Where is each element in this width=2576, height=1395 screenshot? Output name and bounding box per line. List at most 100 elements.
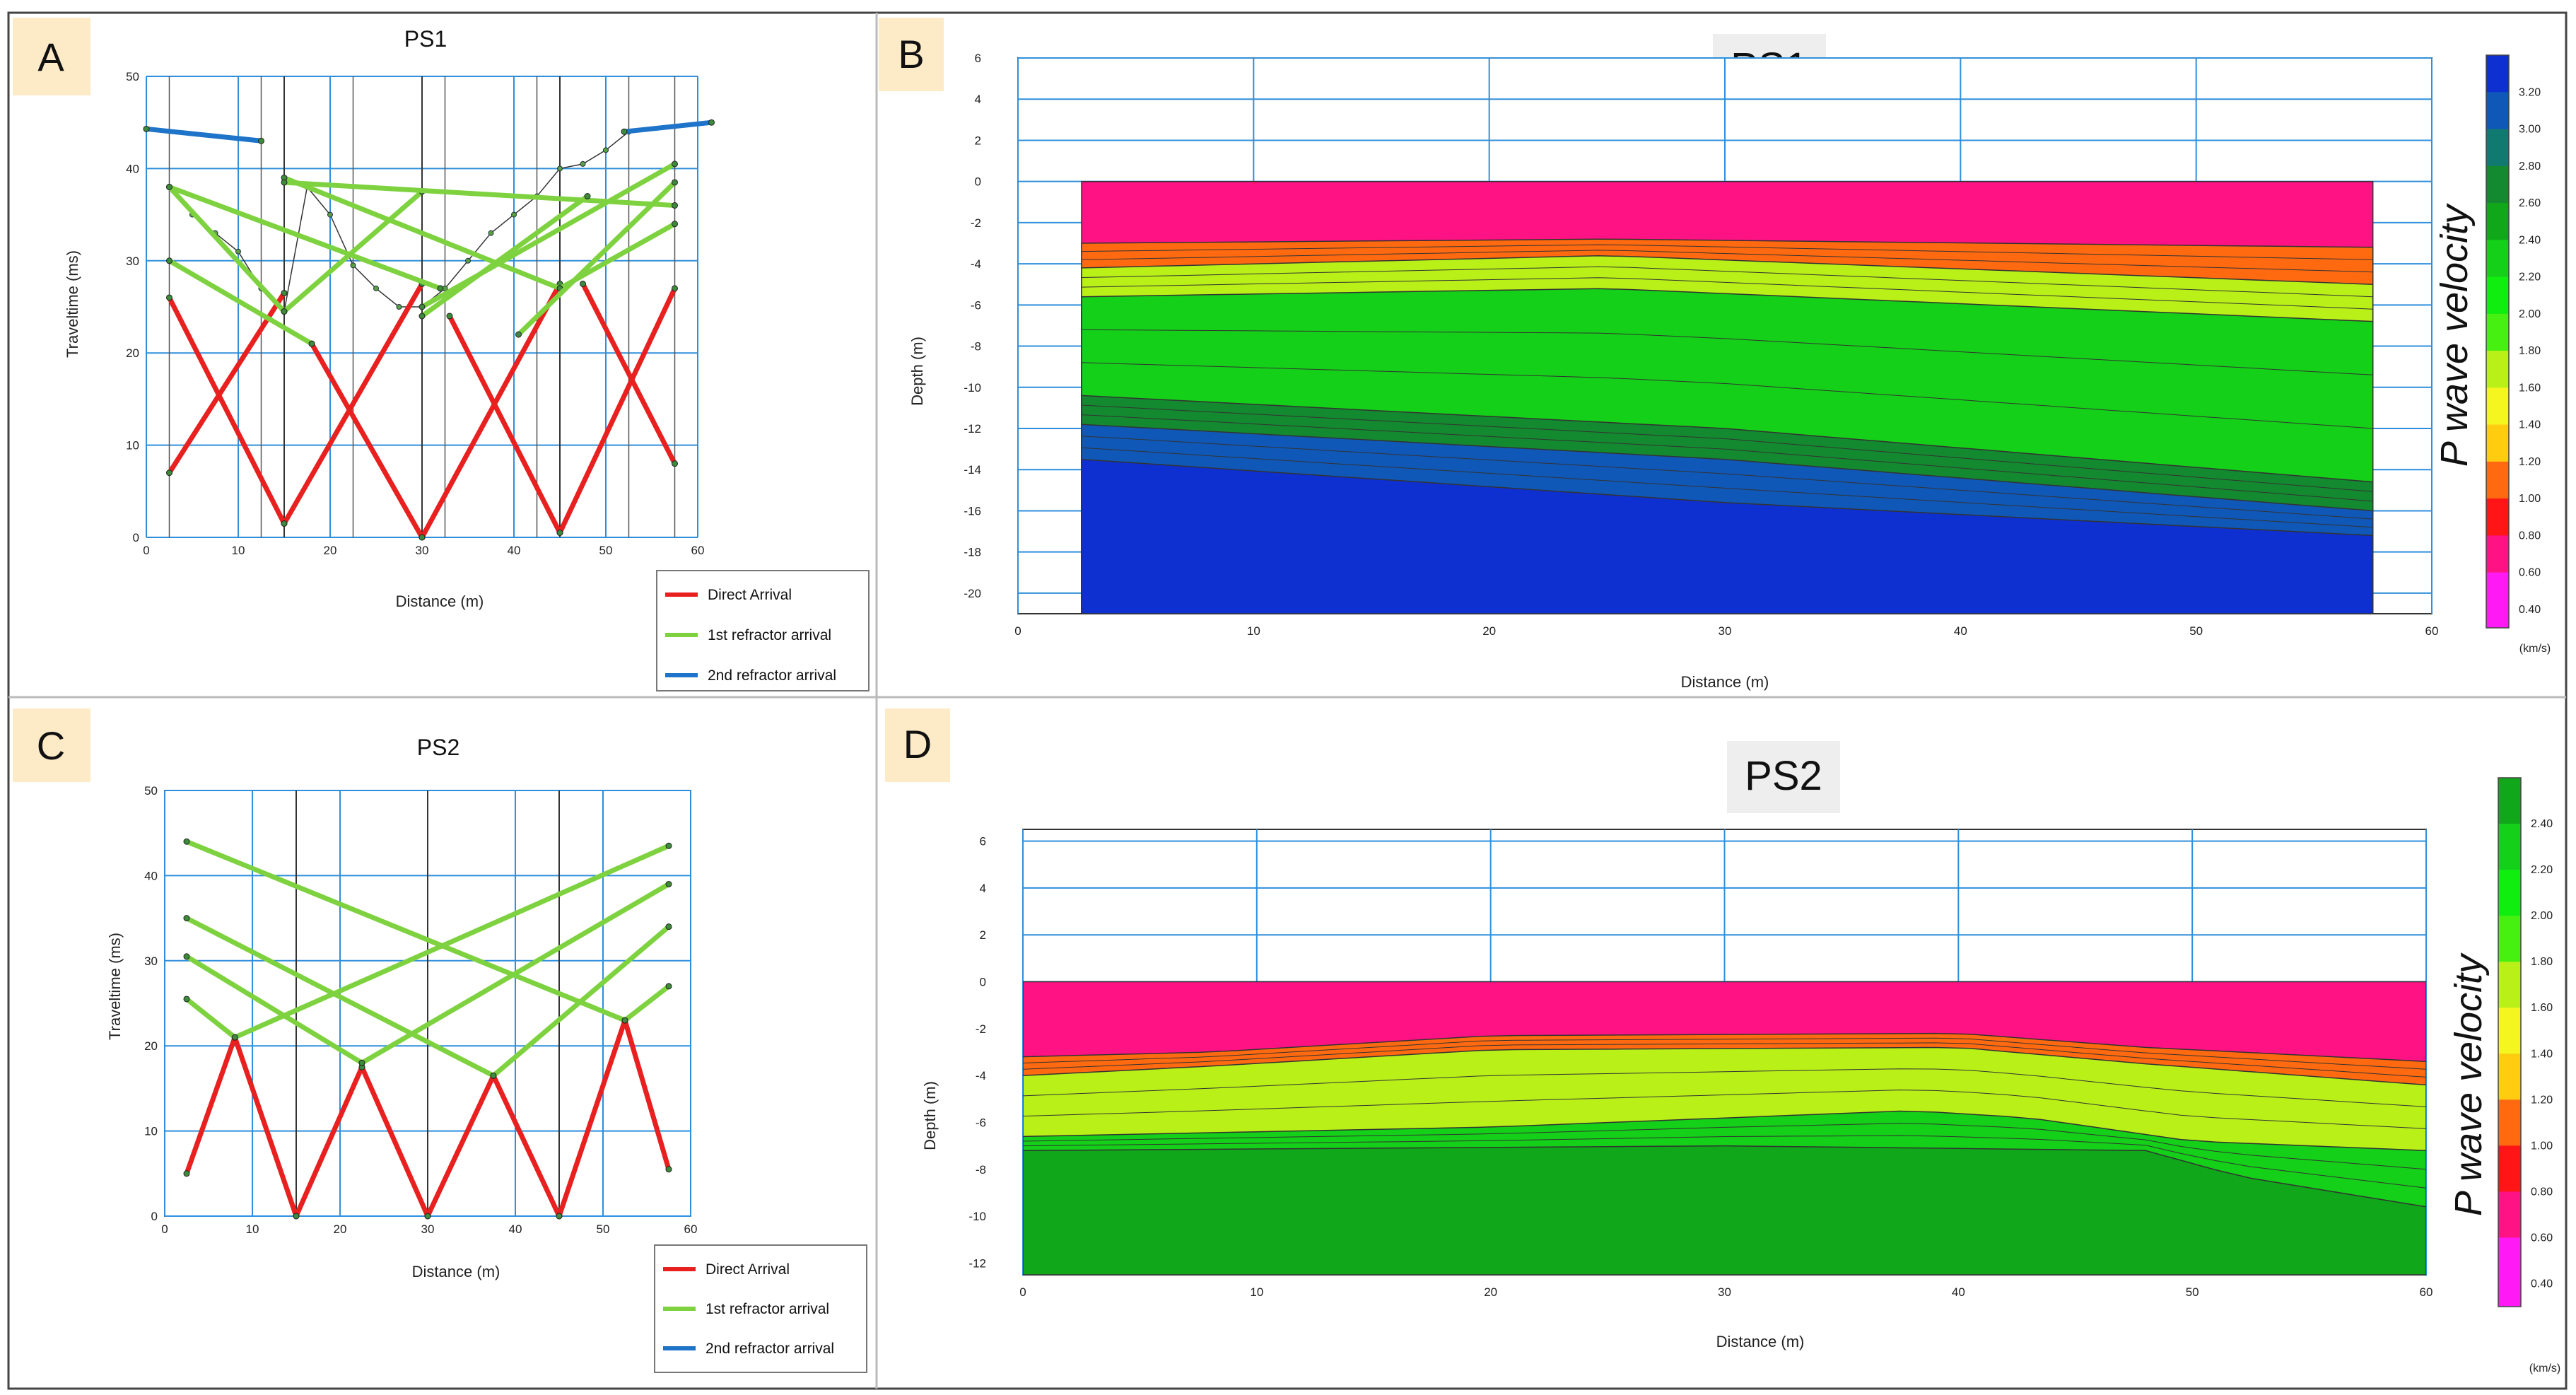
panel-a-direct-arrival-segment: [309, 341, 425, 540]
panel-b-x-tick-label: 60: [2425, 624, 2439, 638]
panel-a-arrival-point: [281, 289, 288, 296]
panel-c-1st-refractor-arrival-segment: [232, 843, 672, 1040]
panel-a-arrival-point: [281, 179, 288, 186]
panel-d-colorbar-segment: [2498, 1237, 2521, 1285]
panel-d-letter: D: [903, 722, 932, 766]
panel-d-colorbar-tick-label: 0.80: [2531, 1186, 2553, 1198]
panel-a-letter: A: [37, 35, 64, 79]
panel-a-arrival-point: [584, 193, 591, 200]
panel-c-x-tick-label: 60: [684, 1222, 698, 1236]
panel-a-arrival-point: [281, 308, 288, 315]
panel-a-arrival-point: [308, 340, 315, 347]
panel-d-colorbar-tick-label: 2.00: [2531, 910, 2553, 922]
panel-a-y-tick-label: 30: [126, 255, 139, 268]
panel-b-colorbar-title: P wave velocity: [2433, 203, 2476, 467]
panel-c-letter: C: [37, 723, 65, 768]
panel-c-x-axis-label: Distance (m): [412, 1263, 500, 1280]
panel-b-colorbar-tick-label: 1.40: [2519, 419, 2541, 431]
panel-b-colorbar-segment: [2486, 92, 2509, 130]
panel-a-x-tick-label: 0: [143, 544, 149, 557]
panel-b-colorbar-tick-label: 1.00: [2519, 493, 2541, 505]
panel-b-y-tick-label: -2: [971, 216, 981, 230]
panel-a-y-tick-label: 20: [126, 346, 139, 360]
panel-b-colorbar-segment: [2486, 387, 2509, 426]
panel-d-colorbar-segment: [2498, 870, 2521, 917]
panel-a-direct-arrival-segment: [419, 281, 563, 540]
panel-c-arrival-point: [665, 880, 672, 887]
panel-c-arrival-point: [183, 915, 190, 922]
panel-a-arrival-point: [166, 257, 172, 264]
panel-b-colorbar-segment: [2486, 535, 2509, 573]
panel-b-y-tick-label: -12: [964, 422, 981, 436]
panel-b-contour-line: [1081, 436, 2373, 520]
panel-b-colorbar-segment: [2486, 498, 2509, 537]
panel-c-legend-label: Direct Arrival: [706, 1261, 790, 1278]
panel-c-y-tick-label: 30: [144, 955, 158, 968]
panel-b-velocity-model: [1081, 180, 2374, 614]
panel-b-colorbar-tick-label: 1.20: [2519, 456, 2541, 468]
panel-d: D PS2 Depth (m) Distance (m) P wave velo…: [885, 708, 2560, 1374]
panel-b-y-tick-label: -10: [964, 381, 981, 395]
panel-a-arrival-point: [281, 520, 288, 527]
panel-a-legend-label: 1st refractor arrival: [708, 627, 831, 643]
panel-b-x-tick-label: 20: [1482, 624, 1496, 638]
panel-d-colorbar-segment: [2498, 1145, 2521, 1193]
panel-d-colorbar-tick-label: 1.00: [2531, 1140, 2553, 1152]
panel-c-x-tick-label: 20: [334, 1222, 347, 1236]
panel-b-x-axis-label: Distance (m): [1681, 673, 1769, 691]
panel-a-1st-refractor-arrival-segment: [167, 258, 315, 346]
panel-a-arrival-point: [418, 303, 426, 310]
panel-d-colorbar-segment: [2498, 1283, 2521, 1307]
panel-c-1st-refractor-arrival-segment: [184, 996, 238, 1040]
panel-a-pick-point: [327, 211, 333, 218]
panel-a-arrival-point: [166, 294, 172, 301]
panel-a-arrival-point: [166, 183, 172, 190]
panel-a-legend-label: Direct Arrival: [708, 587, 792, 603]
panel-a-direct-arrival-segment: [167, 290, 287, 476]
panel-a-x-axis-label: Distance (m): [396, 593, 484, 610]
panel-d-colorbar-segment: [2498, 824, 2521, 871]
panel-c-arrival-point: [665, 983, 672, 990]
panel-b-colorbar: [2486, 54, 2510, 629]
panel-b-contour-line: [1081, 244, 2373, 260]
panel-b-contour-line: [1081, 329, 2373, 375]
panel-a-pick-point: [373, 285, 379, 291]
panel-c-arrival-point: [621, 1017, 628, 1024]
panel-c-y-tick-label: 40: [144, 869, 158, 882]
panel-a-arrival-point: [437, 285, 444, 292]
panel-c-arrival-point: [424, 1213, 431, 1220]
panel-b-colorbar-tick-label: 2.60: [2519, 197, 2541, 209]
panel-b-x-tick-label: 50: [2189, 624, 2203, 638]
panel-c-x-tick-label: 30: [421, 1222, 435, 1236]
panel-b-colorbar-segment: [2486, 313, 2509, 352]
panel-b-colorbar-tick-label: 1.80: [2519, 345, 2541, 357]
panel-c-y-tick-label: 0: [151, 1210, 158, 1223]
panel-a-arrival-point: [672, 460, 678, 467]
panel-c-direct-arrival-segment: [556, 1017, 628, 1219]
panel-b-colorbar-segment: [2486, 240, 2509, 278]
panel-b-velocity-layer: [1081, 458, 2374, 614]
panel-a-y-axis-label: Traveltime (ms): [64, 250, 81, 358]
panel-a-arrival-point: [418, 313, 426, 320]
panel-a-arrival-point: [672, 221, 678, 228]
panel-a-arrival-point: [556, 529, 563, 536]
panel-c-arrival-point: [183, 996, 190, 1003]
panel-c-arrival-point: [490, 1072, 497, 1079]
panel-c-title: PS2: [417, 735, 459, 760]
panel-c-arrival-point: [183, 1170, 190, 1177]
panel-c-arrival-point: [665, 842, 672, 849]
panel-c-y-tick-label: 10: [144, 1125, 158, 1138]
panel-c-direct-arrival-segment: [232, 1034, 299, 1219]
panel-d-colorbar-segment: [2498, 1099, 2521, 1147]
panel-b-y-tick-label: 0: [975, 175, 981, 189]
panel-a-x-tick-label: 30: [416, 544, 429, 557]
panel-d-contour-line: [1023, 1123, 2426, 1170]
panel-b-colorbar-tick-label: 3.20: [2519, 86, 2541, 98]
panel-b-colorbar-segment: [2486, 424, 2509, 462]
panel-a-legend: [656, 570, 870, 691]
panel-b-colorbar-tick-label: 1.60: [2519, 382, 2541, 394]
panel-d-colorbar-segment: [2498, 962, 2521, 1009]
panel-d-y-tick-label: -2: [976, 1022, 986, 1036]
panel-d-x-tick-label: 0: [1019, 1285, 1026, 1299]
panel-d-title: PS2: [1745, 753, 1822, 799]
